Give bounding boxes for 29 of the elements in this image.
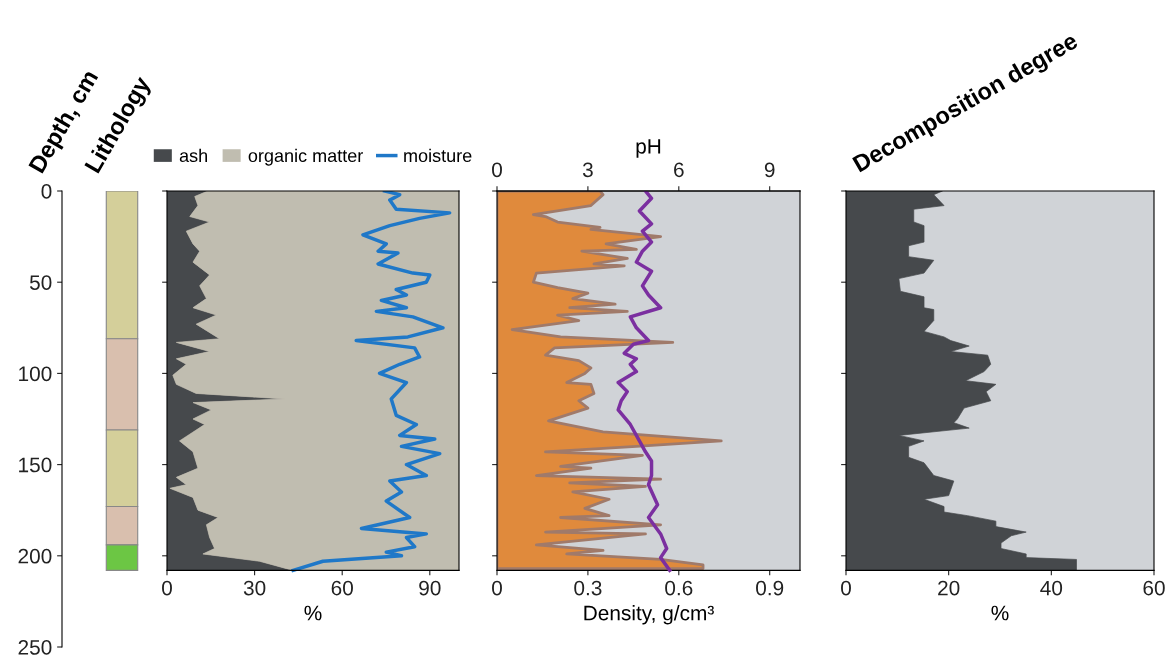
y-tick-label: 250 [18,640,52,655]
x-tick-label: 0.9 [756,580,784,596]
x-tick-label: 30 [243,580,266,596]
x-tick-label: 0.6 [665,580,693,596]
x-tick-label: 60 [1143,580,1165,596]
y-tick-label: 0 [41,184,52,199]
legend-label: moisture [404,148,472,163]
x-tick-label: 0.3 [574,580,602,596]
x-axis-title: % [991,605,1009,621]
x-tick-label: 20 [938,580,960,596]
y-tick-label: 150 [19,457,52,473]
x2-tick-label: 6 [674,162,684,178]
x-tick-label: 40 [1040,580,1063,596]
legend-label: ash [179,148,207,163]
y-tick-label: 50 [29,275,52,290]
y-tick-label: 100 [19,366,52,382]
x2-tick-label: 0 [492,162,502,178]
x-axis-title: Density, g/cm³ [584,605,714,625]
x-tick-label: 60 [331,580,353,596]
x2-tick-label: 3 [582,162,593,178]
x2-tick-label: 9 [764,162,775,178]
x-tick-label: 0 [841,580,851,596]
x-tick-label: 0 [162,580,172,596]
legend-label: organic matter [248,148,363,166]
y-tick-label: 200 [18,548,52,564]
x-axis-title: % [304,605,322,621]
x-tick-label: 0 [492,580,502,596]
x-tick-label: 90 [419,580,441,596]
x2-axis-title: pH [636,139,661,158]
